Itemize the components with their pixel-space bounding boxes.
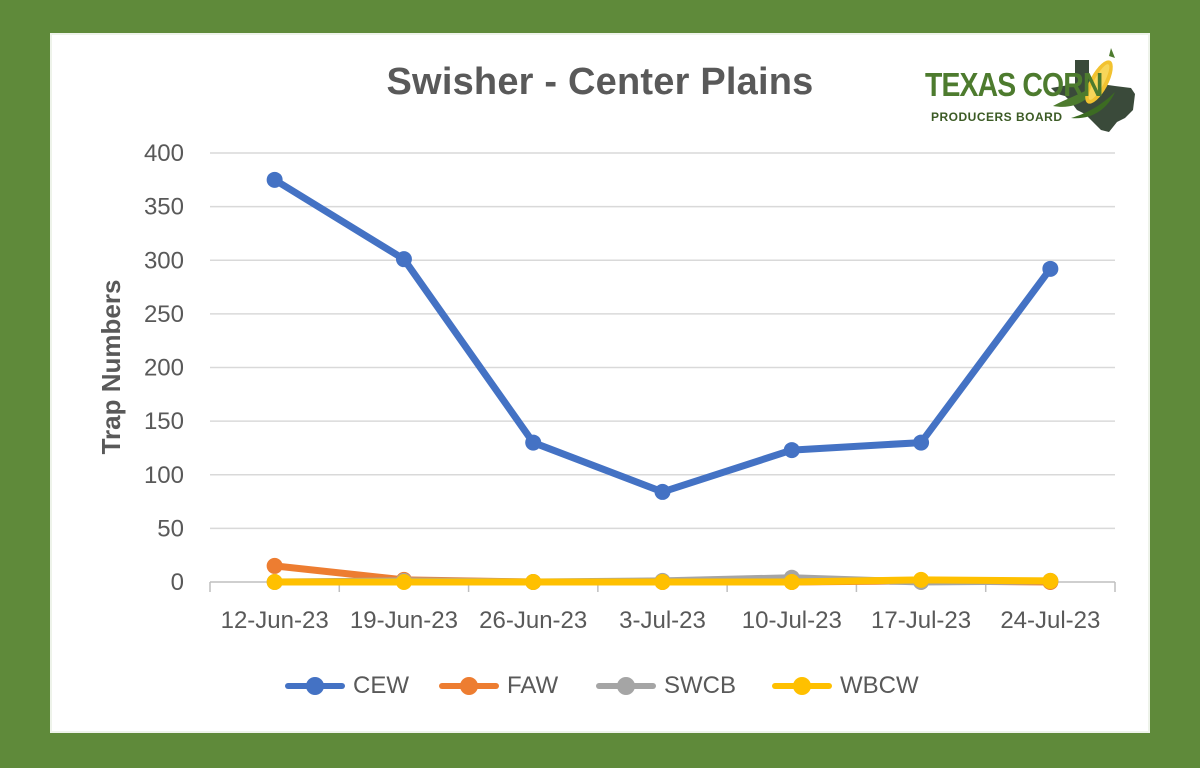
x-tick-label: 19-Jun-23 <box>350 607 458 634</box>
data-point-wbcw <box>783 574 800 590</box>
y-tick-label: 400 <box>144 140 184 167</box>
y-tick-label: 300 <box>144 247 184 274</box>
data-point-cew <box>783 442 800 459</box>
y-tick-label: 100 <box>144 462 184 489</box>
data-point-cew <box>913 434 930 451</box>
x-tick-label: 3-Jul-23 <box>619 607 706 634</box>
data-point-cew <box>266 171 283 188</box>
data-point-wbcw <box>525 574 542 590</box>
x-tick-label: 10-Jul-23 <box>742 607 842 634</box>
x-tick-label: 24-Jul-23 <box>1000 607 1100 634</box>
texas-corn-logo: TEXAS CORN PRODUCERS BOARD <box>925 44 1140 134</box>
data-point-wbcw <box>1042 572 1059 589</box>
data-point-cew <box>395 251 412 268</box>
data-point-cew <box>654 483 671 500</box>
y-tick-label: 0 <box>171 569 184 596</box>
legend-label: CEW <box>353 672 409 699</box>
logo-sub-text: PRODUCERS BOARD <box>931 110 1063 124</box>
legend-item-wbcw: WBCW <box>770 668 919 704</box>
legend-label: WBCW <box>840 672 919 699</box>
y-tick-label: 350 <box>144 194 184 221</box>
data-point-cew <box>1042 260 1059 277</box>
y-tick-label: 200 <box>144 355 184 382</box>
chart-title: Swisher - Center Plains <box>386 61 814 103</box>
y-axis-label: Trap Numbers <box>96 280 126 455</box>
data-point-faw <box>266 557 283 574</box>
legend-item-cew: CEW <box>283 668 409 704</box>
data-point-wbcw <box>266 574 283 590</box>
data-point-wbcw <box>913 571 930 588</box>
data-point-wbcw <box>395 574 412 590</box>
legend-item-swcb: SWCB <box>594 668 736 704</box>
legend-swatch <box>283 668 347 704</box>
legend-swatch <box>437 668 501 704</box>
y-tick-label: 250 <box>144 301 184 328</box>
legend-item-faw: FAW <box>437 668 558 704</box>
y-tick-label: 50 <box>157 515 184 542</box>
logo-main-text: TEXAS CORN <box>925 66 1103 103</box>
legend-swatch <box>594 668 658 704</box>
data-point-wbcw <box>654 574 671 590</box>
x-tick-label: 17-Jul-23 <box>871 607 971 634</box>
series-line-cew <box>271 176 1054 496</box>
y-tick-label: 150 <box>144 408 184 435</box>
x-tick-label: 12-Jun-23 <box>221 607 329 634</box>
x-tick-label: 26-Jun-23 <box>479 607 587 634</box>
legend-label: SWCB <box>664 672 736 699</box>
chart-legend: CEW FAW SWCB WBCW <box>0 668 1200 704</box>
data-point-cew <box>525 434 542 451</box>
legend-swatch <box>770 668 834 704</box>
texas-map-icon <box>1051 48 1135 132</box>
legend-label: FAW <box>507 672 559 699</box>
